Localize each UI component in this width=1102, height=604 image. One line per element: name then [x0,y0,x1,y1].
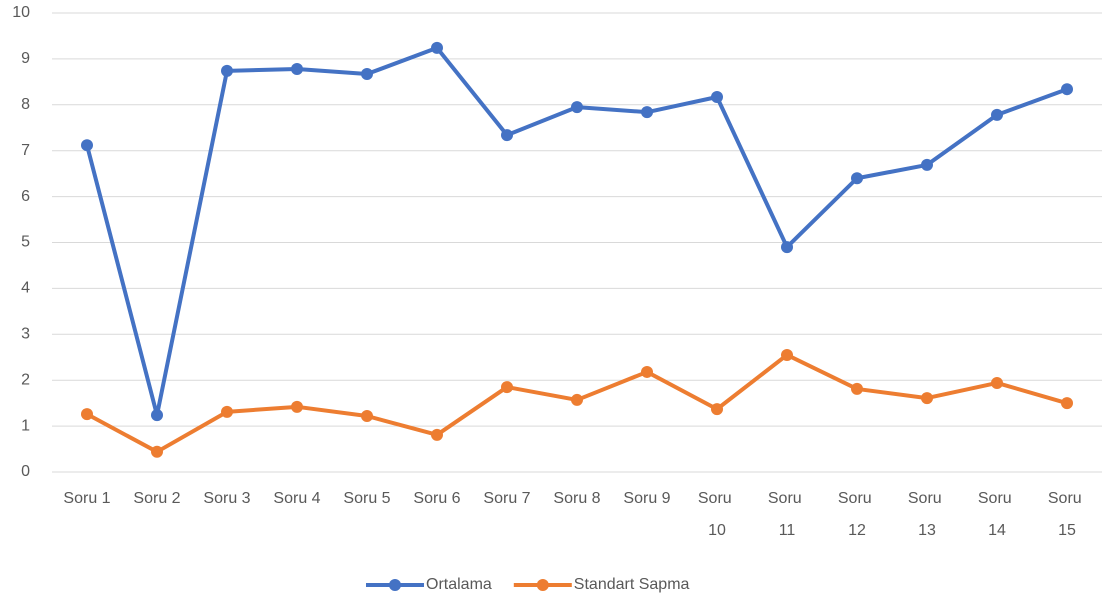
x-tick-label: Soru 3 [203,490,250,507]
x-tick-label: Soru 5 [343,490,390,507]
point [571,393,583,406]
point [431,41,443,54]
point [991,376,1003,389]
y-tick-label: 9 [21,50,30,67]
x-tick-label: Soru 11 [768,490,806,539]
x-tick-label: Soru 4 [273,490,320,507]
point [641,106,653,119]
point [361,410,373,423]
point [711,90,723,103]
y-tick-label: 5 [21,234,30,251]
point [361,68,373,81]
y-tick-label: 6 [21,188,30,205]
x-tick-label: Soru 8 [553,490,600,507]
point [221,64,233,77]
point [221,405,233,418]
point [501,381,513,394]
x-tick-label: Soru 9 [623,490,670,507]
point [991,108,1003,121]
x-tick-label: Soru 13 [908,490,946,539]
x-tick-label: Soru 1 [63,490,110,507]
point [151,409,163,422]
point [851,382,863,395]
point [291,400,303,413]
point [781,241,793,254]
y-tick-label: 10 [12,4,30,21]
point [781,348,793,361]
point [921,392,933,405]
y-tick-label: 8 [21,96,30,113]
x-tick-label: Soru 7 [483,490,530,507]
x-tick-label: Soru 2 [133,490,180,507]
y-tick-label: 0 [21,463,30,480]
x-tick-label: Soru 6 [413,490,460,507]
point [571,101,583,114]
y-tick-label: 3 [21,326,30,343]
point [81,408,93,421]
point [921,158,933,171]
legend-marker [389,579,401,591]
x-tick-label: Soru 14 [978,490,1016,539]
y-tick-label: 7 [21,142,30,159]
point [641,365,653,378]
point [1061,83,1073,96]
legend-marker [536,579,549,591]
legend-label: Ortalama [426,576,492,593]
point [1061,397,1073,410]
point [81,139,93,152]
point [851,172,863,185]
point [151,445,163,458]
point [711,403,723,416]
point [291,62,303,75]
x-tick-label: Soru 15 [1048,490,1086,539]
y-tick-label: 4 [21,280,30,297]
point [501,129,513,142]
y-tick-label: 1 [21,417,30,434]
x-tick-label: Soru 10 [698,490,736,539]
legend-label: Standart Sapma [574,576,690,593]
point [431,428,443,441]
x-tick-label: Soru 12 [838,490,876,539]
y-tick-label: 2 [21,371,30,388]
